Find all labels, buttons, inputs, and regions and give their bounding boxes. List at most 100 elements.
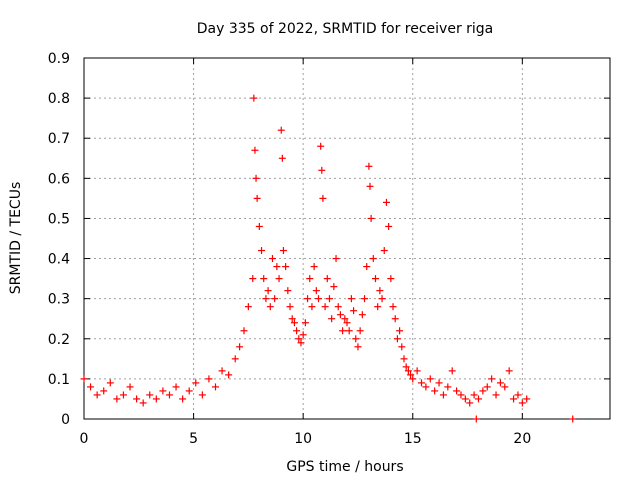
data-point [382, 198, 390, 206]
data-point [295, 335, 303, 343]
data-point [345, 327, 353, 335]
data-point [457, 391, 465, 399]
data-point [569, 415, 577, 423]
data-point [218, 367, 226, 375]
data-point [205, 375, 213, 383]
data-point [325, 295, 333, 303]
data-point [100, 387, 108, 395]
data-point [376, 287, 384, 295]
data-point [236, 343, 244, 351]
data-point [366, 182, 374, 190]
data-point [271, 295, 279, 303]
x-tick-label: 5 [189, 431, 198, 447]
data-point [318, 166, 326, 174]
data-point [374, 303, 382, 311]
data-point [365, 162, 373, 170]
data-point [323, 275, 331, 283]
data-point [275, 275, 283, 283]
data-point [371, 275, 379, 283]
data-point [319, 194, 327, 202]
data-point [343, 319, 351, 327]
data-point [518, 399, 526, 407]
data-point [496, 379, 504, 387]
data-point [422, 383, 430, 391]
x-tick-label: 20 [513, 431, 531, 447]
data-point [212, 383, 219, 391]
data-point [431, 387, 439, 395]
data-point [312, 287, 320, 295]
data-point [393, 335, 401, 343]
data-point [488, 375, 496, 383]
data-point [266, 303, 274, 311]
y-tick-label: 0.4 [48, 252, 70, 268]
data-point [297, 339, 305, 347]
data-point [293, 327, 301, 335]
data-point [304, 295, 312, 303]
data-point [339, 327, 347, 335]
data-point [407, 371, 415, 379]
data-point [172, 383, 180, 391]
data-point [152, 395, 160, 403]
data-point [328, 315, 336, 323]
x-tick-label: 0 [80, 431, 89, 447]
data-point [444, 383, 452, 391]
data-point [253, 194, 261, 202]
data-point [284, 287, 292, 295]
y-tick-label: 0.9 [48, 51, 70, 67]
data-point [306, 275, 314, 283]
data-point [278, 154, 286, 162]
data-point [332, 255, 340, 263]
y-tick-label: 0.3 [48, 292, 70, 308]
y-tick-label: 0.1 [48, 372, 70, 388]
data-point [240, 327, 248, 335]
data-point [514, 391, 522, 399]
data-point [277, 126, 285, 134]
data-point [439, 391, 447, 399]
data-point [87, 383, 95, 391]
data-point [93, 391, 101, 399]
data-point [159, 387, 167, 395]
y-tick-label: 0.7 [48, 131, 70, 147]
chart-title: Day 335 of 2022, SRMTID for receiver rig… [197, 21, 494, 37]
y-tick-label: 0.6 [48, 171, 70, 187]
data-point [299, 331, 307, 339]
data-point [106, 379, 114, 387]
data-point [475, 395, 482, 403]
data-point [361, 295, 369, 303]
data-point [466, 399, 474, 407]
data-point [358, 311, 366, 319]
data-point [470, 391, 478, 399]
y-tick-label: 0.5 [48, 211, 70, 227]
data-point [286, 303, 294, 311]
data-point [492, 391, 500, 399]
data-point [418, 379, 426, 387]
data-point [113, 395, 121, 403]
data-point [398, 343, 406, 351]
data-point [244, 303, 252, 311]
data-point [389, 303, 397, 311]
data-point [378, 295, 386, 303]
data-point [385, 222, 393, 230]
data-point [315, 295, 323, 303]
data-point [387, 275, 395, 283]
data-point [250, 94, 258, 102]
data-point [400, 355, 408, 363]
data-point [448, 367, 456, 375]
data-point [262, 295, 270, 303]
y-tick-label: 0.2 [48, 332, 70, 348]
y-axis-label: SRMTID / TECUs [8, 182, 24, 295]
data-point [119, 391, 127, 399]
data-point [165, 391, 173, 399]
data-point [282, 263, 290, 271]
data-point [350, 307, 358, 315]
data-points [80, 94, 577, 423]
data-point [264, 287, 272, 295]
data-point [273, 263, 281, 271]
data-point [126, 383, 134, 391]
data-point [321, 303, 329, 311]
x-tick-label: 15 [404, 431, 422, 447]
data-point [479, 387, 487, 395]
data-point [380, 247, 388, 255]
data-point [288, 315, 296, 323]
data-point [334, 303, 342, 311]
